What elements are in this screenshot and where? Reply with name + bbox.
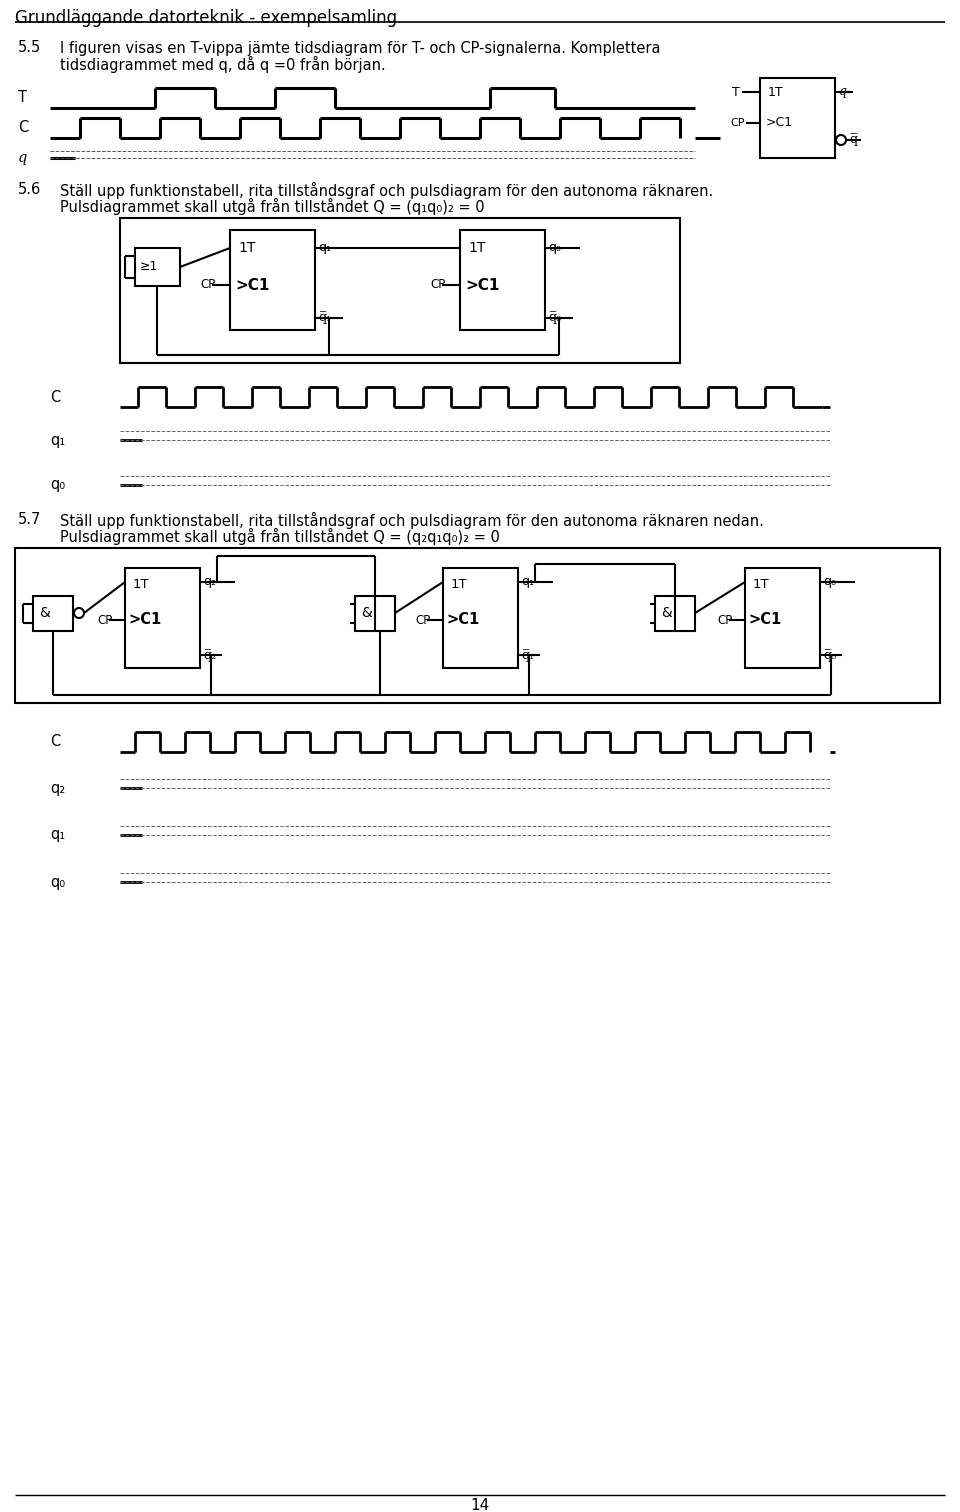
Text: q̅₀: q̅₀ <box>823 649 836 662</box>
Text: Ställ upp funktionstabell, rita tillståndsgraf och pulsdiagram för den autonoma : Ställ upp funktionstabell, rita tillstån… <box>60 511 764 529</box>
Text: q̅₂: q̅₂ <box>203 649 216 662</box>
Text: q₀: q₀ <box>823 576 836 588</box>
Text: q̅: q̅ <box>849 133 857 147</box>
Text: 1T: 1T <box>133 578 150 591</box>
Text: q̅₁: q̅₁ <box>318 311 331 325</box>
Text: 5.7: 5.7 <box>18 513 41 528</box>
Text: C: C <box>50 735 60 750</box>
Text: 5.5: 5.5 <box>18 41 41 56</box>
Text: C: C <box>18 121 28 136</box>
Text: >C1: >C1 <box>235 278 270 292</box>
Text: CP: CP <box>717 614 732 626</box>
Text: >C1: >C1 <box>465 278 499 292</box>
Text: Grundläggande datorteknik - exempelsamling: Grundläggande datorteknik - exempelsamli… <box>15 9 397 27</box>
Text: q₁: q₁ <box>50 432 65 448</box>
Text: q: q <box>839 86 847 98</box>
Text: &: & <box>39 606 50 620</box>
Bar <box>355 596 395 631</box>
Text: q̅₀: q̅₀ <box>548 311 562 325</box>
Text: C: C <box>50 390 60 405</box>
Text: q₁: q₁ <box>318 242 331 254</box>
Text: CP: CP <box>730 118 745 129</box>
Bar <box>760 79 835 157</box>
Text: 14: 14 <box>470 1497 490 1512</box>
Text: 1T: 1T <box>451 578 468 591</box>
Text: q₀: q₀ <box>548 242 561 254</box>
Text: 5.6: 5.6 <box>18 183 41 198</box>
Text: q₀: q₀ <box>50 478 65 493</box>
Bar <box>15 547 940 703</box>
Bar <box>460 230 545 330</box>
Text: q₁: q₁ <box>50 827 65 842</box>
Text: q̅₁: q̅₁ <box>521 649 534 662</box>
Text: CP: CP <box>200 278 215 292</box>
Text: Ställ upp funktionstabell, rita tillståndsgraf och pulsdiagram för den autonoma : Ställ upp funktionstabell, rita tillstån… <box>60 181 713 198</box>
Text: ≥1: ≥1 <box>140 260 158 274</box>
Text: 1T: 1T <box>753 578 770 591</box>
Bar <box>33 596 73 631</box>
Text: CP: CP <box>97 614 112 626</box>
Bar <box>135 248 180 286</box>
Text: 1T: 1T <box>238 240 255 256</box>
Bar <box>125 569 200 668</box>
Text: &: & <box>361 606 372 620</box>
Text: T: T <box>732 86 740 98</box>
Text: q₂: q₂ <box>203 576 216 588</box>
Bar <box>230 230 315 330</box>
Text: q₂: q₂ <box>50 780 65 795</box>
Text: >C1: >C1 <box>749 612 782 627</box>
Text: q₁: q₁ <box>521 576 534 588</box>
Text: 1T: 1T <box>468 240 486 256</box>
Text: q₀: q₀ <box>50 874 65 889</box>
Text: I figuren visas en T-vippa jämte tidsdiagram för T- och CP-signalerna. Komplette: I figuren visas en T-vippa jämte tidsdia… <box>60 41 660 56</box>
Text: CP: CP <box>430 278 445 292</box>
Text: Pulsdiagrammet skall utgå från tillståndet Q = (q₁q₀)₂ = 0: Pulsdiagrammet skall utgå från tillstånd… <box>60 198 485 215</box>
Text: q: q <box>18 151 28 165</box>
Text: 1T: 1T <box>768 86 783 98</box>
Text: >C1: >C1 <box>766 116 793 130</box>
Bar <box>443 569 518 668</box>
Bar <box>655 596 695 631</box>
Text: Pulsdiagrammet skall utgå från tillståndet Q = (q₂q₁q₀)₂ = 0: Pulsdiagrammet skall utgå från tillstånd… <box>60 528 500 544</box>
Bar <box>120 218 680 363</box>
Text: >C1: >C1 <box>447 612 480 627</box>
Text: >C1: >C1 <box>129 612 162 627</box>
Text: T: T <box>18 91 27 106</box>
Bar <box>745 569 820 668</box>
Text: &: & <box>661 606 672 620</box>
Text: CP: CP <box>415 614 430 626</box>
Text: tidsdiagrammet med q, då q =0 från början.: tidsdiagrammet med q, då q =0 från börja… <box>60 56 386 73</box>
